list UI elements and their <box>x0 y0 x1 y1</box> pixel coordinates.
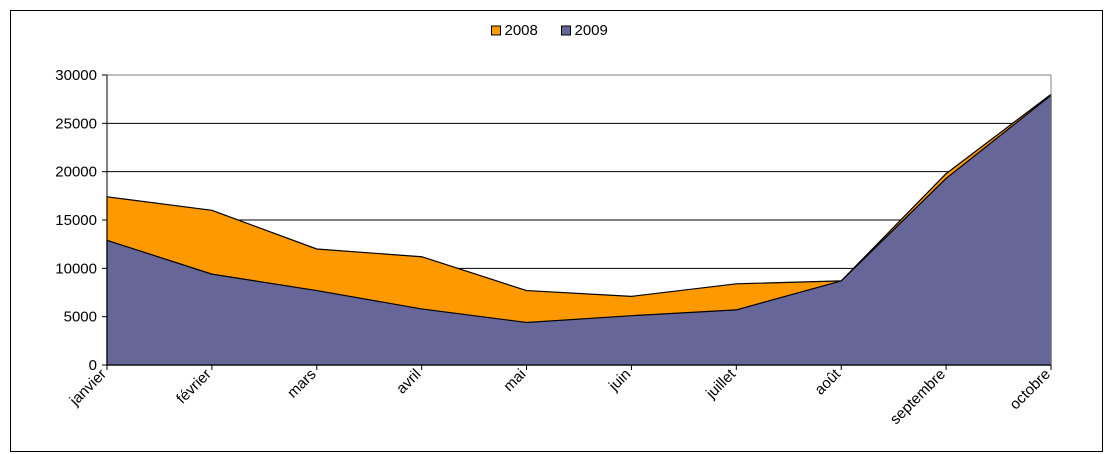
legend-label-2008: 2008 <box>505 22 538 39</box>
x-tick-label: février <box>173 366 214 407</box>
area-chart: 2008 2009 050001000015000200002500030000 … <box>11 11 1104 453</box>
plot-area <box>107 75 1051 365</box>
legend-swatch-2009 <box>562 26 571 35</box>
y-tick-label: 5000 <box>64 309 97 326</box>
legend-label-2009: 2009 <box>575 22 608 39</box>
y-tick-label: 30000 <box>55 67 97 84</box>
x-tick-label: octobre <box>1006 366 1053 413</box>
x-axis: janvier février mars avril mai juin juillet aoû… <box>66 365 1054 428</box>
y-tick-label: 10000 <box>55 260 97 277</box>
x-tick-label: juin <box>605 366 634 395</box>
x-tick-label: juillet <box>702 365 739 402</box>
x-tick-label: mai <box>500 366 529 395</box>
y-tick-label: 20000 <box>55 164 97 181</box>
x-tick-label: mars <box>284 366 320 402</box>
legend-swatch-2008 <box>492 26 501 35</box>
y-tick-label: 25000 <box>55 115 97 132</box>
legend: 2008 2009 <box>492 22 608 39</box>
x-tick-label: août <box>811 365 844 398</box>
x-tick-label: avril <box>393 366 424 397</box>
y-tick-label: 15000 <box>55 212 97 229</box>
chart-frame: 2008 2009 0 5000 10000 15000 20000 25000 30000 … <box>10 10 1103 452</box>
x-tick-label: septembre <box>887 366 949 428</box>
